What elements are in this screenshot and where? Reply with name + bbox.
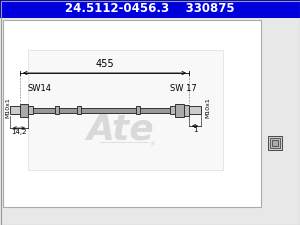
Bar bbox=[77, 106, 81, 114]
Text: SW14: SW14 bbox=[28, 84, 52, 93]
Text: SW 17: SW 17 bbox=[170, 84, 197, 93]
Bar bbox=[28, 106, 33, 114]
Bar bbox=[20, 104, 28, 117]
Bar bbox=[136, 106, 140, 114]
Text: M10x1: M10x1 bbox=[206, 98, 211, 118]
Bar bbox=[175, 104, 184, 117]
Bar bbox=[55, 106, 59, 114]
Bar bbox=[81, 108, 136, 112]
Text: 1: 1 bbox=[193, 127, 197, 133]
Bar bbox=[270, 138, 280, 148]
Text: Ate: Ate bbox=[86, 113, 154, 147]
Text: 455: 455 bbox=[95, 59, 114, 69]
Bar bbox=[170, 106, 175, 114]
Text: 24.5112-0456.3    330875: 24.5112-0456.3 330875 bbox=[65, 2, 235, 16]
Text: M10x1: M10x1 bbox=[5, 98, 10, 118]
Bar bbox=[28, 50, 223, 170]
Bar bbox=[140, 108, 170, 112]
Bar bbox=[59, 108, 77, 112]
Bar bbox=[184, 104, 189, 115]
Bar bbox=[33, 108, 55, 112]
Text: ®: ® bbox=[149, 142, 154, 147]
Bar bbox=[10, 106, 20, 114]
Bar bbox=[272, 140, 278, 146]
Text: 14,2: 14,2 bbox=[11, 129, 26, 135]
Bar bbox=[3, 20, 261, 207]
Bar bbox=[0, 0, 300, 18]
Bar bbox=[189, 106, 201, 114]
Bar bbox=[268, 136, 282, 150]
